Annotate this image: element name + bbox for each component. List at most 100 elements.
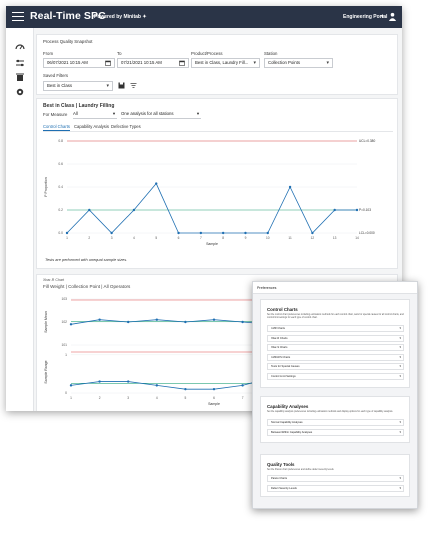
chevron-down-icon[interactable]: ▾ [106, 83, 109, 89]
xbar-chart-label: Xbar-R Chart [43, 278, 65, 282]
capability-title: Capability Analyses [267, 404, 309, 409]
control-chart-pref-row[interactable]: Tests for Special Causes ▾ [267, 363, 404, 370]
y-tick-label: 0.6 [58, 162, 63, 166]
trash-icon[interactable] [15, 72, 25, 82]
control-chart-pref-row[interactable]: Xbar-S Charts ▾ [267, 344, 404, 351]
tab-defective-types[interactable]: Defective Types [111, 124, 141, 129]
saved-filters-select[interactable]: Best in Class ▾ [43, 81, 113, 91]
control-chart-pref-row[interactable]: Control Limit Settings ▾ [267, 372, 404, 380]
y-tick-label: 1 [65, 353, 67, 357]
hamburger-menu-icon[interactable] [12, 12, 24, 22]
analysis-title: Best in Class | Laundry Filling [43, 103, 115, 109]
capability-pref-row[interactable]: Between/Within Capability Analyses ▾ [267, 428, 404, 436]
data-point [98, 318, 101, 321]
measure-select[interactable]: All ▾ [73, 111, 117, 119]
quality-tool-pref-row-label: Pareto Charts [271, 477, 288, 480]
station-select[interactable]: Collection Points ▾ [264, 58, 333, 68]
chevron-down-icon[interactable]: ▾ [112, 111, 115, 116]
data-point [65, 231, 69, 235]
control-chart-pref-row[interactable]: I-MR-R/S Charts ▾ [267, 353, 404, 361]
chevron-down-icon[interactable]: ▾ [196, 111, 199, 116]
data-point [177, 231, 180, 235]
control-chart-pref-row-label: Xbar-R Charts [271, 336, 288, 340]
analysis-mode-select[interactable]: One analysis for all stations ▾ [121, 111, 201, 119]
save-icon[interactable] [118, 82, 125, 89]
to-date-field[interactable]: 07/21/2021 10:15 AM [117, 58, 189, 68]
data-point [155, 318, 158, 321]
data-point [212, 387, 216, 391]
chevron-down-icon[interactable]: ▾ [399, 420, 401, 424]
ucl-label: UCL=0.380 [359, 139, 375, 143]
x-tick-label: 5 [185, 396, 187, 400]
x-tick-label: 9 [245, 236, 247, 240]
capability-pref-row[interactable]: Normal Capability Analyses ▾ [267, 419, 404, 426]
control-chart-pref-row[interactable]: I-MR Charts ▾ [267, 325, 404, 332]
quality-tool-pref-row[interactable]: Pareto Charts ▾ [267, 475, 404, 482]
capability-desc: Set the capability analysis preferences … [267, 411, 394, 413]
chevron-down-icon[interactable]: ▾ [326, 60, 329, 66]
xbar-subtitle: Fill Weight | Collection Point | All Ope… [43, 284, 131, 289]
x-tick-label: 4 [133, 236, 135, 240]
control-charts-desc: Set the control chart preferences includ… [267, 314, 404, 319]
x-tick-label: 2 [88, 236, 90, 240]
quality-tools-desc: Set the Pareto chart preferences and def… [267, 469, 335, 471]
x-tick-label: 1 [66, 236, 68, 240]
powered-by-label: Powered by Minitab ✦ [94, 14, 147, 20]
x-tick-label: 3 [111, 236, 113, 240]
chevron-down-icon[interactable]: ▾ [253, 60, 256, 66]
x-tick-label: 8 [222, 236, 224, 240]
sidebar [6, 28, 34, 411]
tab-control-charts[interactable]: Control Charts [43, 124, 70, 131]
y-axis-label: Sample Mean [44, 311, 48, 333]
chevron-down-icon[interactable]: ▾ [399, 364, 401, 368]
data-point [127, 380, 130, 383]
x-tick-label: 12 [311, 236, 315, 240]
chevron-down-icon[interactable]: ▾ [399, 485, 401, 490]
tab-capability-analysis[interactable]: Capability Analysis [74, 124, 109, 129]
y-tick-label: 0 [65, 391, 67, 395]
y-tick-label: 0.0 [58, 231, 63, 235]
filter-icon[interactable] [130, 82, 137, 89]
user-icon[interactable] [388, 12, 397, 21]
calendar-icon[interactable] [179, 60, 185, 66]
chevron-down-icon[interactable]: ▾ [399, 345, 401, 349]
capability-card: Capability Analyses Set the capability a… [260, 396, 410, 443]
product-select[interactable]: Best in Class, Laundry Fill... ▾ [191, 58, 260, 68]
from-date-field[interactable]: 06/07/2021 10:15 AM [43, 58, 115, 68]
calendar-icon[interactable] [105, 60, 111, 66]
dashboard-icon[interactable] [15, 42, 25, 52]
control-charts-title: Control Charts [267, 307, 298, 312]
sliders-icon[interactable] [15, 58, 25, 68]
x-tick-label: 11 [288, 236, 292, 240]
saved-filters-value: Best in Class [47, 83, 73, 88]
y-tick-label: 102 [61, 320, 67, 324]
x-tick-label: 4 [156, 396, 158, 400]
station-value: Collection Points [268, 60, 301, 65]
center-label: P=0.103 [359, 208, 371, 212]
data-point [241, 320, 244, 324]
chevron-down-icon[interactable]: ▾ [399, 429, 401, 434]
x-tick-label: 2 [99, 396, 101, 400]
y-tick-label: 0.2 [58, 208, 63, 212]
chevron-down-icon[interactable]: ▾ [399, 373, 401, 378]
chevron-down-icon[interactable]: ▾ [381, 14, 384, 20]
data-point [333, 208, 336, 212]
quality-tool-pref-row[interactable]: Defect Severity Levels ▾ [267, 484, 404, 492]
control-chart-pref-row[interactable]: Xbar-R Charts ▾ [267, 334, 404, 342]
chevron-down-icon[interactable]: ▾ [399, 476, 401, 480]
x-tick-label: 5 [155, 236, 157, 240]
gear-icon[interactable] [15, 87, 25, 97]
data-point [132, 208, 136, 212]
chevron-down-icon[interactable]: ▾ [399, 354, 401, 359]
chevron-down-icon[interactable]: ▾ [399, 335, 401, 340]
control-chart-pref-row-label: I-MR Charts [271, 327, 285, 330]
control-chart-pref-row-label: Control Limit Settings [271, 374, 296, 378]
data-point [212, 318, 216, 321]
x-tick-label: 7 [242, 396, 244, 400]
x-tick-label: 13 [333, 236, 337, 240]
chevron-down-icon[interactable]: ▾ [399, 326, 401, 330]
x-tick-label: 3 [127, 396, 129, 400]
portal-selector[interactable]: Engineering Portal [343, 14, 388, 20]
data-point [127, 320, 130, 324]
data-point [98, 380, 101, 383]
